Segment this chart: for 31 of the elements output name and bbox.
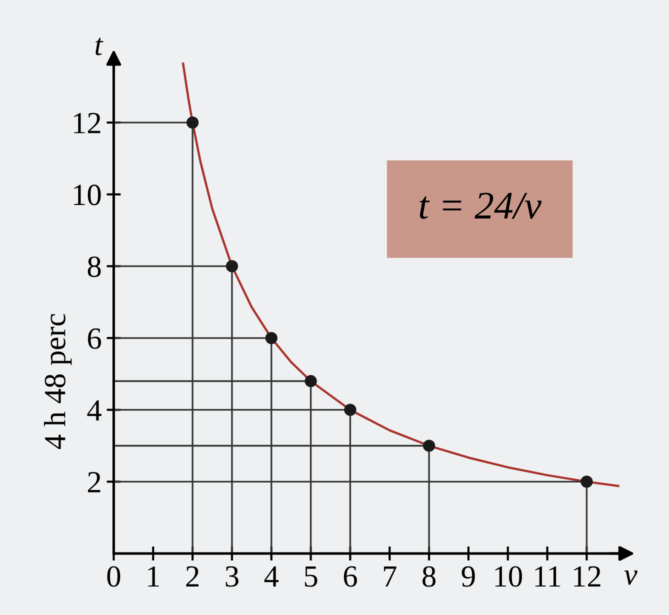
x-tick-label: 5 [304, 566, 318, 587]
point [580, 476, 593, 488]
x-tick-label: 10 [495, 566, 522, 587]
y-tick-label: 10 [74, 184, 101, 206]
y-axis-title: t [96, 38, 104, 56]
x-tick-label: 1 [148, 566, 159, 587]
y-tick-label: 2 [88, 472, 100, 492]
x-tick-label: 4 [264, 566, 279, 587]
x-tick-label: 11 [535, 566, 560, 587]
point [265, 332, 278, 344]
point [226, 260, 238, 272]
x-tick-label: 6 [344, 566, 357, 587]
line-series [182, 62, 620, 488]
x-tick-label: 0 [107, 566, 120, 587]
y-tick-label: 4 [87, 400, 102, 420]
point [186, 116, 199, 129]
text: 4 h 48 perc [44, 314, 72, 450]
point [422, 440, 436, 452]
point [344, 404, 356, 416]
x-tick-label: 12 [574, 566, 600, 587]
x-tick-label: 8 [422, 566, 436, 587]
point [304, 375, 317, 388]
y-tick-label: 8 [88, 256, 101, 278]
x-tick-label: 3 [226, 566, 238, 587]
y-tick-label: 6 [88, 328, 102, 349]
x-tick-label: 2 [186, 566, 199, 587]
x-tick-label: 9 [462, 566, 475, 587]
y-tick-label: 12 [74, 112, 100, 134]
x-axis-title: v [624, 570, 638, 585]
annotation: t = 24/v [420, 192, 542, 219]
x-tick-label: 7 [384, 566, 396, 587]
